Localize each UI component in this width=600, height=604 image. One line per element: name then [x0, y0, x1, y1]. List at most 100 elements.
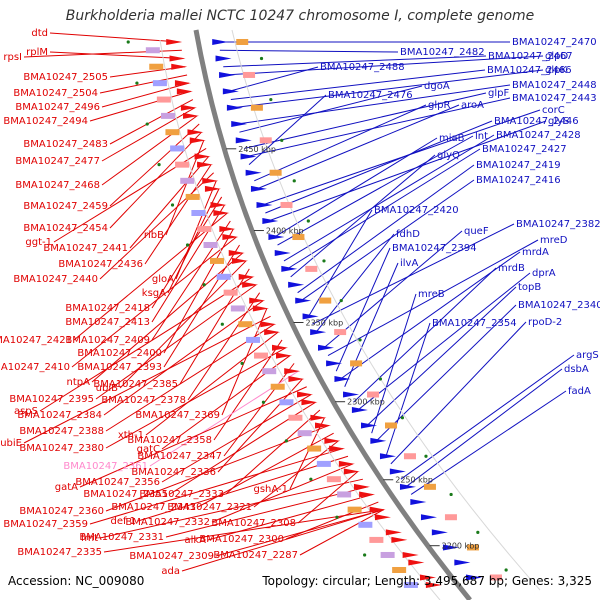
gene-label-right: topB — [518, 282, 541, 293]
forward-strand-gene — [343, 392, 359, 398]
reverse-strand-gene — [242, 282, 258, 288]
functional-category-block — [170, 145, 184, 151]
tick-label: 2450 kbp — [238, 145, 276, 154]
gene-label-right: glyS — [548, 116, 569, 127]
gene-label-right: corC — [542, 105, 565, 116]
gene-label-right: BMA10247_2340 — [518, 300, 600, 311]
gene-label-right: ilvA — [400, 258, 418, 269]
green-dot-marker — [280, 139, 283, 142]
green-dot-marker — [269, 98, 272, 101]
gene-label-right: BMA10247_2488 — [320, 62, 405, 73]
green-dot-marker — [240, 362, 243, 365]
functional-category-block — [175, 162, 189, 168]
gene-label-right: glpF — [488, 88, 509, 99]
green-dot-marker — [262, 401, 265, 404]
gene-label-right: BMA10247_2416 — [476, 175, 561, 186]
gene-label-left: BMA10247_2468 — [15, 180, 100, 191]
gene-label-left: BMA10247_2395 — [9, 394, 94, 405]
green-dot-marker — [379, 377, 382, 380]
gene-label-left: BMA10247_2347 — [137, 451, 222, 462]
connector-line-right — [411, 391, 566, 494]
gene-label-left: BMA10247_2483 — [23, 139, 108, 150]
reverse-strand-gene — [260, 321, 276, 327]
gene-label-right: mreB — [418, 289, 445, 300]
gene-label-right: BMA10247_2428 — [496, 130, 581, 141]
functional-category-block — [251, 105, 263, 111]
forward-strand-gene — [432, 529, 448, 535]
backbone-arc — [196, 30, 470, 600]
functional-category-block — [204, 242, 218, 248]
gene-label-left: BMA10247_2436 — [58, 259, 143, 270]
gene-label-right: fadA — [568, 386, 591, 397]
gene-label-left: BMA10247_2459 — [23, 201, 108, 212]
green-dot-marker — [157, 163, 160, 166]
connector-line-right — [301, 180, 474, 301]
tick-label: 2350 kbp — [306, 319, 344, 328]
reverse-strand-gene — [344, 469, 360, 475]
topology-text: Topology: circular; Length: 3,495,687 bp… — [262, 574, 592, 588]
reverse-strand-gene — [181, 105, 197, 111]
green-dot-marker — [363, 553, 366, 556]
green-dot-marker — [186, 243, 189, 246]
green-dot-marker — [146, 122, 149, 125]
functional-category-block — [186, 194, 200, 200]
reverse-strand-gene — [272, 345, 288, 351]
gene-label-right: BMA10247_2482 — [400, 47, 485, 58]
gene-label-left: BMA10247_2309 — [129, 551, 214, 562]
functional-category-block — [445, 514, 457, 520]
functional-category-block — [327, 476, 341, 482]
connector-line-right — [254, 105, 426, 181]
gene-label-left: BMA10247_2393 — [77, 362, 162, 373]
functional-category-block — [157, 97, 171, 103]
functional-category-block — [348, 507, 362, 513]
gene-label-left: ntpA — [67, 377, 91, 388]
gene-label-left: gloA — [152, 274, 174, 285]
gene-label-left: BMA10247_2440 — [13, 274, 98, 285]
gene-label-left: BMA10247_2332 — [125, 517, 210, 528]
green-dot-marker — [285, 439, 288, 442]
functional-category-block — [254, 353, 268, 359]
outer-ring-guide — [232, 30, 540, 590]
inner-ring-guide — [160, 40, 440, 600]
gene-label-left: gshA-1 — [254, 484, 289, 495]
functional-category-block — [180, 178, 194, 184]
forward-strand-gene — [295, 298, 311, 304]
forward-strand-gene — [216, 55, 232, 61]
reverse-strand-gene — [166, 39, 182, 45]
green-dot-marker — [127, 40, 130, 43]
reverse-strand-gene — [408, 559, 424, 565]
reverse-strand-gene — [170, 55, 186, 61]
reverse-strand-gene — [375, 514, 391, 520]
reverse-strand-gene — [197, 162, 213, 168]
connector-line-right — [220, 50, 398, 52]
connector-line-right — [401, 355, 574, 479]
gene-label-right: BMA10247_2448 — [512, 80, 597, 91]
forward-strand-gene — [227, 105, 243, 111]
green-dot-marker — [221, 323, 224, 326]
connector-line-right — [336, 248, 390, 371]
functional-category-block — [367, 392, 379, 398]
functional-category-block — [337, 491, 351, 497]
reverse-strand-gene — [183, 113, 199, 119]
gene-label-right: aroA — [461, 100, 484, 111]
gene-label-right: argS — [576, 350, 599, 361]
forward-strand-gene — [288, 282, 304, 288]
reverse-strand-gene — [276, 353, 292, 359]
forward-strand-gene — [390, 469, 406, 475]
reverse-strand-gene — [264, 329, 280, 335]
reverse-strand-gene — [249, 298, 265, 304]
gene-label-right: BMA10247_2470 — [512, 37, 597, 48]
functional-category-block — [270, 170, 282, 176]
reverse-strand-gene — [354, 484, 370, 490]
tick-label: 2300 kbp — [347, 398, 385, 407]
green-dot-marker — [203, 283, 206, 286]
gene-label-left: BMA10247_2494 — [3, 116, 88, 127]
connector-line-right — [386, 323, 430, 456]
reverse-strand-gene — [232, 258, 248, 264]
gene-label-left: BMA10247_2477 — [15, 156, 100, 167]
gene-label-right: BMA10247_2443 — [512, 93, 597, 104]
functional-category-block — [385, 422, 397, 428]
functional-category-block — [281, 202, 293, 208]
functional-category-block — [307, 446, 321, 452]
gene-label-left: BMA10247_2385 — [93, 379, 178, 390]
